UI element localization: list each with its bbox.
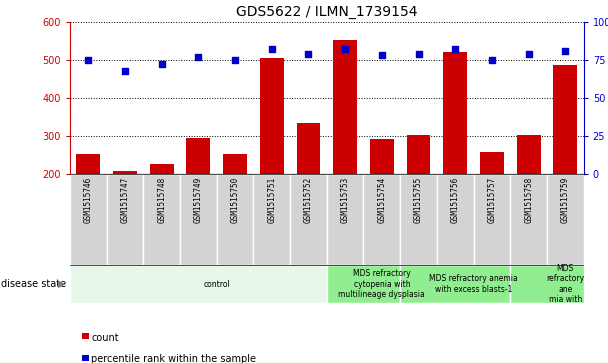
Bar (113, 171, 137, 174)
Text: GSM1515746: GSM1515746 (84, 177, 93, 223)
Point (120, 68, 130, 73)
Bar (223, 154, 247, 174)
Text: percentile rank within the sample: percentile rank within the sample (91, 354, 256, 363)
Text: GSM1515754: GSM1515754 (378, 177, 386, 223)
Text: GSM1515759: GSM1515759 (561, 177, 570, 223)
Bar (150, 164, 174, 174)
Text: MDS
refractory
ane
mia with: MDS refractory ane mia with (546, 264, 584, 304)
Bar (70, 174, 106, 265)
Bar (333, 40, 357, 174)
Bar (290, 174, 327, 265)
Text: GSM1515751: GSM1515751 (268, 177, 276, 223)
Bar (364, 174, 400, 265)
Bar (327, 265, 400, 303)
Point (83, 57, 93, 63)
Point (561, 48, 570, 54)
Bar (400, 174, 437, 265)
Text: control: control (203, 280, 230, 289)
Bar (407, 135, 430, 174)
Bar (254, 174, 290, 265)
Text: GSM1515748: GSM1515748 (157, 177, 166, 223)
Bar (443, 52, 467, 174)
Bar (547, 174, 584, 265)
Point (157, 62, 167, 68)
Bar (327, 174, 364, 265)
Bar (510, 265, 584, 303)
Bar (297, 123, 320, 174)
Bar (517, 135, 541, 174)
Text: ▶: ▶ (58, 279, 66, 289)
Text: MDS refractory
cytopenia with
multilineage dysplasia: MDS refractory cytopenia with multilinea… (339, 269, 425, 299)
Text: MDS refractory anemia
with excess blasts-1: MDS refractory anemia with excess blasts… (429, 274, 518, 294)
Point (303, 51, 313, 57)
Point (267, 46, 277, 52)
Bar (553, 65, 577, 174)
Point (230, 57, 240, 63)
Point (377, 52, 387, 58)
Text: GSM1515756: GSM1515756 (451, 177, 460, 223)
Point (451, 46, 460, 52)
Bar (370, 139, 394, 174)
Point (523, 51, 533, 57)
Bar (180, 174, 216, 265)
Text: GSM1515749: GSM1515749 (194, 177, 203, 223)
Bar (70, 265, 327, 303)
Text: count: count (91, 333, 119, 343)
Point (413, 51, 423, 57)
Bar (106, 174, 143, 265)
Bar (143, 174, 180, 265)
Bar (474, 174, 510, 265)
Text: disease state: disease state (1, 279, 66, 289)
Point (340, 46, 350, 52)
Bar (77, 154, 100, 174)
Text: GSM1515758: GSM1515758 (524, 177, 533, 223)
Bar (187, 138, 210, 174)
Bar (400, 265, 510, 303)
Text: GSM1515752: GSM1515752 (304, 177, 313, 223)
Bar (437, 174, 474, 265)
Bar (260, 58, 284, 174)
Text: GSM1515757: GSM1515757 (488, 177, 497, 223)
Text: GSM1515753: GSM1515753 (340, 177, 350, 223)
Point (193, 54, 203, 60)
Text: GSM1515750: GSM1515750 (230, 177, 240, 223)
Title: GDS5622 / ILMN_1739154: GDS5622 / ILMN_1739154 (236, 5, 418, 19)
Text: GSM1515755: GSM1515755 (414, 177, 423, 223)
Bar (480, 152, 504, 174)
Point (487, 57, 497, 63)
Text: GSM1515747: GSM1515747 (120, 177, 130, 223)
Bar (510, 174, 547, 265)
Bar (216, 174, 254, 265)
